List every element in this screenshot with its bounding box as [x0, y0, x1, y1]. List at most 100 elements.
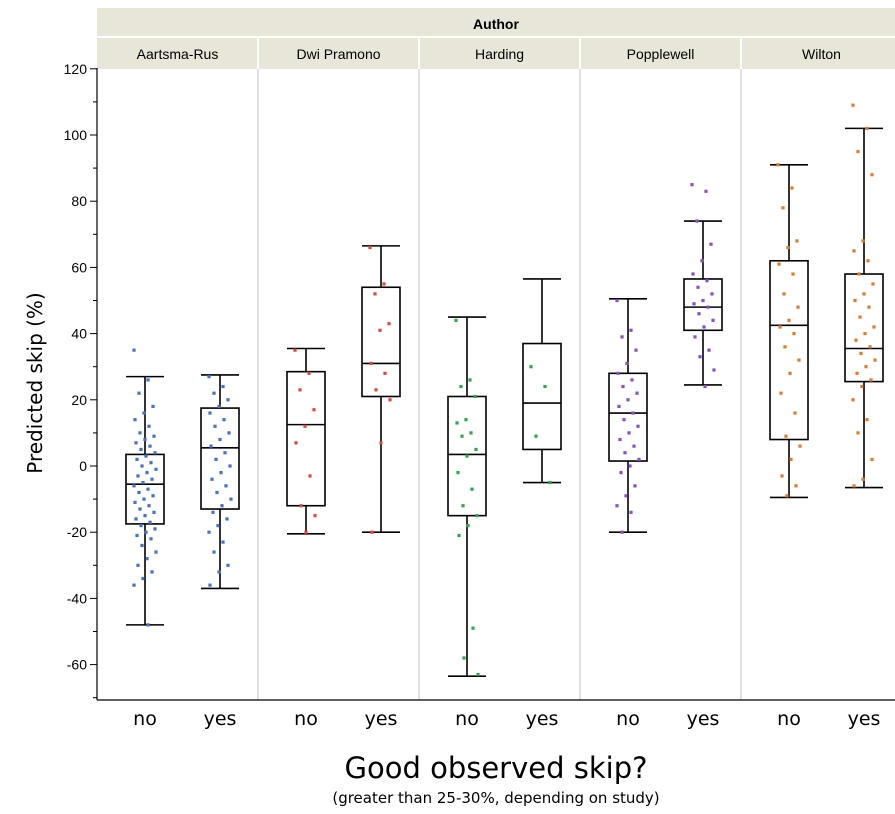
data-point-aartsma-rus-no [132, 583, 136, 587]
data-point-harding-yes [529, 365, 533, 369]
data-point-dwi-pramono-yes [378, 328, 382, 332]
data-point-aartsma-rus-no [149, 461, 153, 465]
data-point-wilton-no [789, 457, 793, 461]
box-iqr-harding-no [447, 395, 487, 517]
data-point-wilton-yes [870, 457, 874, 461]
data-point-wilton-yes [859, 351, 863, 356]
data-point-aartsma-rus-yes [217, 570, 221, 574]
data-point-aartsma-rus-yes [222, 418, 226, 422]
data-point-aartsma-rus-no [135, 457, 139, 461]
data-point-popplewell-yes [702, 325, 706, 329]
data-point-harding-no [473, 394, 477, 399]
data-point-popplewell-no [628, 464, 632, 468]
data-point-harding-no [464, 418, 468, 422]
x-tick-label-harding-no: no [455, 708, 479, 730]
data-point-aartsma-rus-no [133, 500, 137, 505]
data-point-wilton-yes [873, 358, 877, 362]
data-point-wilton-no [776, 163, 780, 167]
data-point-popplewell-yes [691, 272, 695, 276]
data-point-harding-yes [543, 384, 547, 389]
data-point-aartsma-rus-no [153, 451, 157, 455]
data-point-wilton-no [777, 262, 781, 266]
data-point-aartsma-rus-no [145, 471, 149, 475]
y-tick-label: 100 [64, 127, 88, 143]
data-point-harding-no [461, 504, 465, 508]
data-point-popplewell-yes [696, 285, 700, 289]
data-point-dwi-pramono-no [308, 474, 312, 478]
data-point-harding-yes [548, 480, 552, 485]
data-point-aartsma-rus-yes [216, 523, 220, 528]
data-point-wilton-no [795, 239, 799, 243]
box-iqr-aartsma-rus-yes [200, 407, 240, 510]
data-point-wilton-no [794, 484, 798, 488]
data-point-aartsma-rus-yes [212, 391, 216, 395]
data-point-aartsma-rus-yes [218, 437, 222, 442]
data-point-popplewell-no [633, 484, 637, 488]
data-point-wilton-yes [870, 173, 874, 177]
data-point-wilton-no [786, 245, 790, 250]
x-tick-label-wilton-yes: yes [848, 708, 881, 730]
data-point-aartsma-rus-no [145, 557, 149, 561]
data-point-wilton-no [792, 332, 796, 336]
data-point-wilton-no [787, 318, 791, 322]
data-point-aartsma-rus-yes [215, 490, 219, 495]
data-point-aartsma-rus-no [152, 510, 156, 514]
data-point-aartsma-rus-no [142, 411, 146, 415]
box-iqr-dwi-pramono-yes [361, 286, 401, 398]
x-tick-label-harding-yes: yes [526, 708, 559, 730]
data-point-dwi-pramono-no [312, 408, 316, 412]
data-point-aartsma-rus-no [139, 447, 143, 452]
box-iqr-wilton-yes [844, 273, 884, 383]
y-tick-label: 120 [64, 61, 88, 77]
data-point-harding-no [465, 454, 469, 458]
data-point-popplewell-no [615, 298, 619, 303]
data-point-popplewell-no [624, 494, 628, 498]
data-point-wilton-no [796, 305, 800, 309]
data-point-popplewell-no [621, 384, 625, 389]
data-point-aartsma-rus-no [147, 504, 151, 508]
data-point-wilton-no [791, 272, 795, 276]
data-point-aartsma-rus-no [151, 404, 155, 409]
data-point-aartsma-rus-no [132, 348, 136, 352]
data-point-wilton-no [783, 345, 787, 349]
data-point-wilton-yes [861, 239, 865, 243]
data-point-harding-no [471, 626, 475, 630]
box-iqr-aartsma-rus-no [125, 453, 165, 525]
data-point-wilton-yes [864, 365, 868, 369]
data-point-popplewell-no [617, 404, 621, 409]
data-point-wilton-no [788, 371, 792, 375]
data-point-popplewell-no [625, 361, 629, 365]
data-point-aartsma-rus-yes [223, 451, 227, 455]
data-point-aartsma-rus-no [136, 563, 140, 567]
data-point-dwi-pramono-no [299, 504, 303, 508]
data-point-wilton-yes [865, 418, 869, 422]
data-point-harding-no [474, 447, 478, 452]
data-point-aartsma-rus-yes [229, 497, 233, 501]
data-point-popplewell-no [631, 411, 635, 415]
data-point-wilton-yes [852, 249, 856, 253]
facet-title: Author [473, 16, 519, 32]
data-point-wilton-yes [860, 384, 864, 389]
data-point-popplewell-no [615, 504, 619, 508]
data-point-aartsma-rus-yes [209, 444, 213, 448]
facet-label-dwi-pramono: Dwi Pramono [296, 46, 380, 62]
data-point-aartsma-rus-yes [212, 550, 216, 554]
data-point-dwi-pramono-yes [382, 282, 386, 286]
box-iqr-popplewell-yes [683, 278, 723, 332]
x-tick-label-dwi-pramono-no: no [294, 708, 318, 730]
data-point-wilton-yes [855, 371, 859, 375]
box-iqr-wilton-no [769, 259, 809, 441]
data-point-popplewell-yes [703, 384, 707, 389]
data-point-popplewell-no [637, 457, 641, 461]
x-tick-label-aartsma-rus-no: no [133, 708, 157, 730]
data-point-popplewell-yes [695, 219, 699, 223]
data-point-wilton-yes [868, 345, 872, 349]
data-point-aartsma-rus-yes [207, 375, 211, 379]
data-point-popplewell-no [627, 431, 631, 435]
data-point-wilton-yes [872, 325, 876, 329]
data-point-popplewell-yes [705, 279, 709, 283]
data-point-wilton-yes [857, 272, 861, 276]
data-point-wilton-no [785, 494, 789, 498]
data-point-aartsma-rus-no [150, 570, 154, 574]
y-tick-label: 80 [71, 193, 87, 209]
